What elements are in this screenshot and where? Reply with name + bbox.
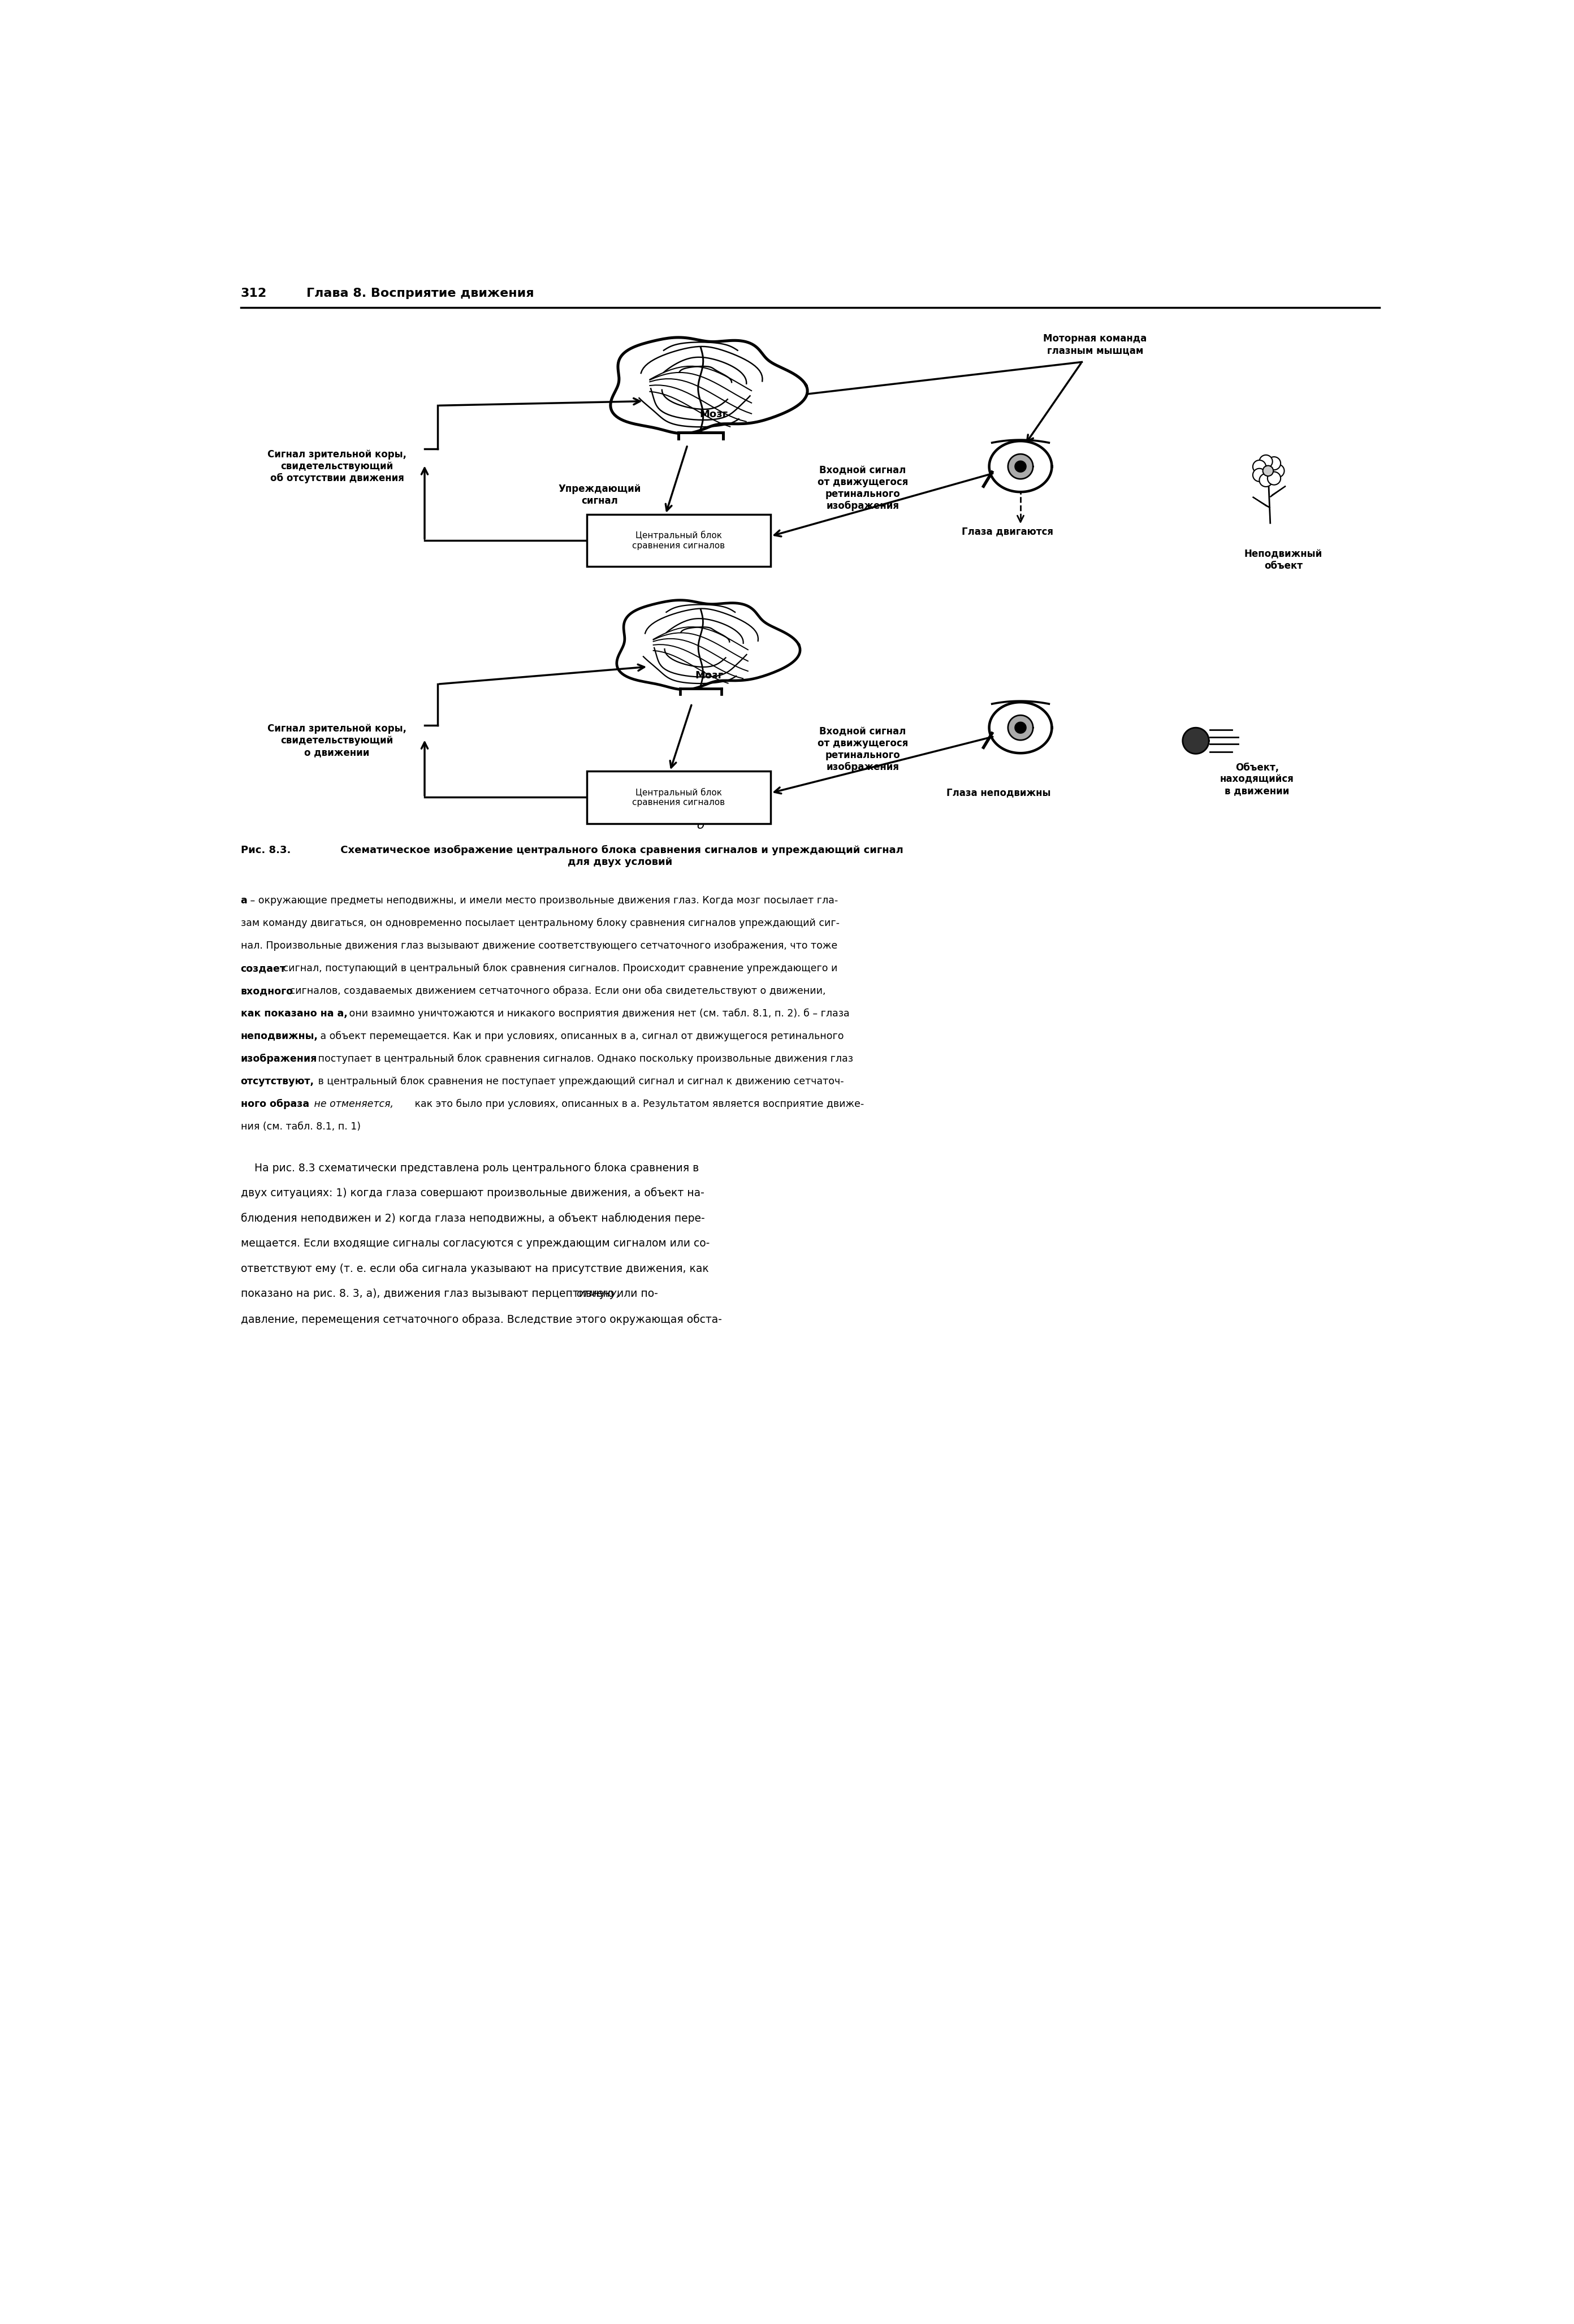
- Circle shape: [1253, 460, 1265, 474]
- Polygon shape: [1015, 723, 1026, 734]
- Polygon shape: [611, 337, 807, 435]
- Text: ного образа: ного образа: [241, 1099, 309, 1109]
- Text: 312: 312: [241, 288, 266, 300]
- Text: как показано на а,: как показано на а,: [241, 1009, 348, 1018]
- Polygon shape: [678, 432, 722, 439]
- Text: – окружающие предметы неподвижны, и имели место произвольные движения глаз. Когд: – окружающие предметы неподвижны, и имел…: [247, 895, 837, 906]
- Text: Моторная команда
глазным мышцам: Моторная команда глазным мышцам: [1044, 335, 1147, 356]
- Text: неподвижны,: неподвижны,: [241, 1032, 318, 1041]
- Text: а: а: [697, 558, 705, 569]
- Text: отсутствуют,: отсутствуют,: [241, 1076, 315, 1088]
- Text: показано на рис. 8. 3, а), движения глаз вызывают перцептивную: показано на рис. 8. 3, а), движения глаз…: [241, 1287, 617, 1299]
- Circle shape: [1253, 469, 1265, 481]
- Text: Мозг: Мозг: [696, 669, 724, 681]
- Text: сигналов, создаваемых движением сетчаточного образа. Если они оба свидетельствую: сигналов, создаваемых движением сетчаточ…: [286, 985, 826, 997]
- Text: давление, перемещения сетчаточного образа. Вследствие этого окружающая обста-: давление, перемещения сетчаточного образ…: [241, 1313, 721, 1325]
- Text: Центральный блок
сравнения сигналов: Центральный блок сравнения сигналов: [633, 530, 726, 551]
- Text: Входной сигнал
от движущегося
ретинального
изображения: Входной сигнал от движущегося ретинально…: [817, 465, 908, 511]
- Text: б: б: [697, 820, 705, 832]
- Text: ния (см. табл. 8.1, п. 1): ния (см. табл. 8.1, п. 1): [241, 1122, 360, 1132]
- Text: сигнал, поступающий в центральный блок сравнения сигналов. Происходит сравнение : сигнал, поступающий в центральный блок с…: [280, 962, 837, 974]
- Text: Глаза двигаются: Глаза двигаются: [962, 528, 1053, 537]
- Text: в центральный блок сравнения не поступает упреждающий сигнал и сигнал к движению: в центральный блок сравнения не поступае…: [315, 1076, 844, 1088]
- Circle shape: [1259, 456, 1272, 467]
- Text: мещается. Если входящие сигналы согласуются с упреждающим сигналом или со-: мещается. Если входящие сигналы согласую…: [241, 1239, 710, 1248]
- Text: а: а: [241, 895, 247, 906]
- Text: Объект,
находящийся
в движении: Объект, находящийся в движении: [1220, 762, 1294, 797]
- Text: Мозг: Мозг: [700, 409, 727, 418]
- Text: Сигнал зрительной коры,
свидетельствующий
о движении: Сигнал зрительной коры, свидетельствующи…: [268, 723, 406, 758]
- Polygon shape: [1253, 497, 1270, 509]
- Text: Неподвижный
объект: Неподвижный объект: [1245, 548, 1322, 572]
- Text: двух ситуациях: 1) когда глаза совершают произвольные движения, а объект на-: двух ситуациях: 1) когда глаза совершают…: [241, 1188, 704, 1199]
- Circle shape: [1267, 458, 1281, 469]
- Text: Входной сигнал
от движущегося
ретинального
изображения: Входной сигнал от движущегося ретинально…: [817, 727, 908, 772]
- Text: входного: входного: [241, 985, 293, 997]
- FancyBboxPatch shape: [587, 514, 771, 567]
- Polygon shape: [1270, 486, 1286, 497]
- Polygon shape: [1182, 727, 1209, 753]
- Text: Схематическое изображение центрального блока сравнения сигналов и упреждающий си: Схематическое изображение центрального б…: [337, 846, 903, 867]
- Text: как это было при условиях, описанных в а. Результатом является восприятие движе-: как это было при условиях, описанных в а…: [411, 1099, 864, 1109]
- Text: блюдения неподвижен и 2) когда глаза неподвижны, а объект наблюдения пере-: блюдения неподвижен и 2) когда глаза неп…: [241, 1213, 705, 1225]
- FancyBboxPatch shape: [587, 772, 771, 823]
- Text: они взаимно уничтожаются и никакого восприятия движения нет (см. табл. 8.1, п. 2: они взаимно уничтожаются и никакого восп…: [346, 1009, 850, 1018]
- Text: зам команду двигаться, он одновременно посылает центральному блоку сравнения сиг: зам команду двигаться, он одновременно п…: [241, 918, 839, 927]
- Text: изображения: изображения: [241, 1053, 316, 1064]
- Polygon shape: [680, 688, 721, 695]
- Polygon shape: [988, 442, 1051, 493]
- Text: нал. Произвольные движения глаз вызывают движение соответствующего сетчаточного : нал. Произвольные движения глаз вызывают…: [241, 941, 837, 951]
- Polygon shape: [1015, 460, 1026, 472]
- Circle shape: [1267, 472, 1281, 486]
- Circle shape: [1259, 474, 1272, 486]
- Text: Сигнал зрительной коры,
свидетельствующий
об отсутствии движения: Сигнал зрительной коры, свидетельствующи…: [268, 449, 406, 483]
- Text: поступает в центральный блок сравнения сигналов. Однако поскольку произвольные д: поступает в центральный блок сравнения с…: [315, 1053, 853, 1064]
- Circle shape: [1272, 465, 1284, 476]
- Text: Рис. 8.3.: Рис. 8.3.: [241, 846, 291, 855]
- Text: не отменяется,: не отменяется,: [310, 1099, 394, 1109]
- Text: создает: создает: [241, 962, 286, 974]
- Text: ответствуют ему (т. е. если оба сигнала указывают на присутствие движения, как: ответствуют ему (т. е. если оба сигнала …: [241, 1264, 708, 1274]
- Polygon shape: [1007, 453, 1033, 479]
- Text: а объект перемещается. Как и при условиях, описанных в а, сигнал от движущегося : а объект перемещается. Как и при условия…: [318, 1032, 844, 1041]
- Polygon shape: [1007, 716, 1033, 739]
- Polygon shape: [617, 600, 800, 690]
- Text: или по-: или по-: [614, 1287, 658, 1299]
- Circle shape: [1262, 465, 1273, 476]
- Text: Глава 8. Восприятие движения: Глава 8. Восприятие движения: [307, 288, 534, 300]
- Text: Центральный блок
сравнения сигналов: Центральный блок сравнения сигналов: [633, 788, 726, 806]
- Text: На рис. 8.3 схематически представлена роль центрального блока сравнения в: На рис. 8.3 схематически представлена ро…: [241, 1162, 699, 1174]
- Text: отмену,: отмену,: [576, 1287, 620, 1299]
- Text: Глаза неподвижны: Глаза неподвижны: [946, 788, 1051, 797]
- Text: Упреждающий
сигнал: Упреждающий сигнал: [559, 483, 641, 507]
- Polygon shape: [988, 702, 1051, 753]
